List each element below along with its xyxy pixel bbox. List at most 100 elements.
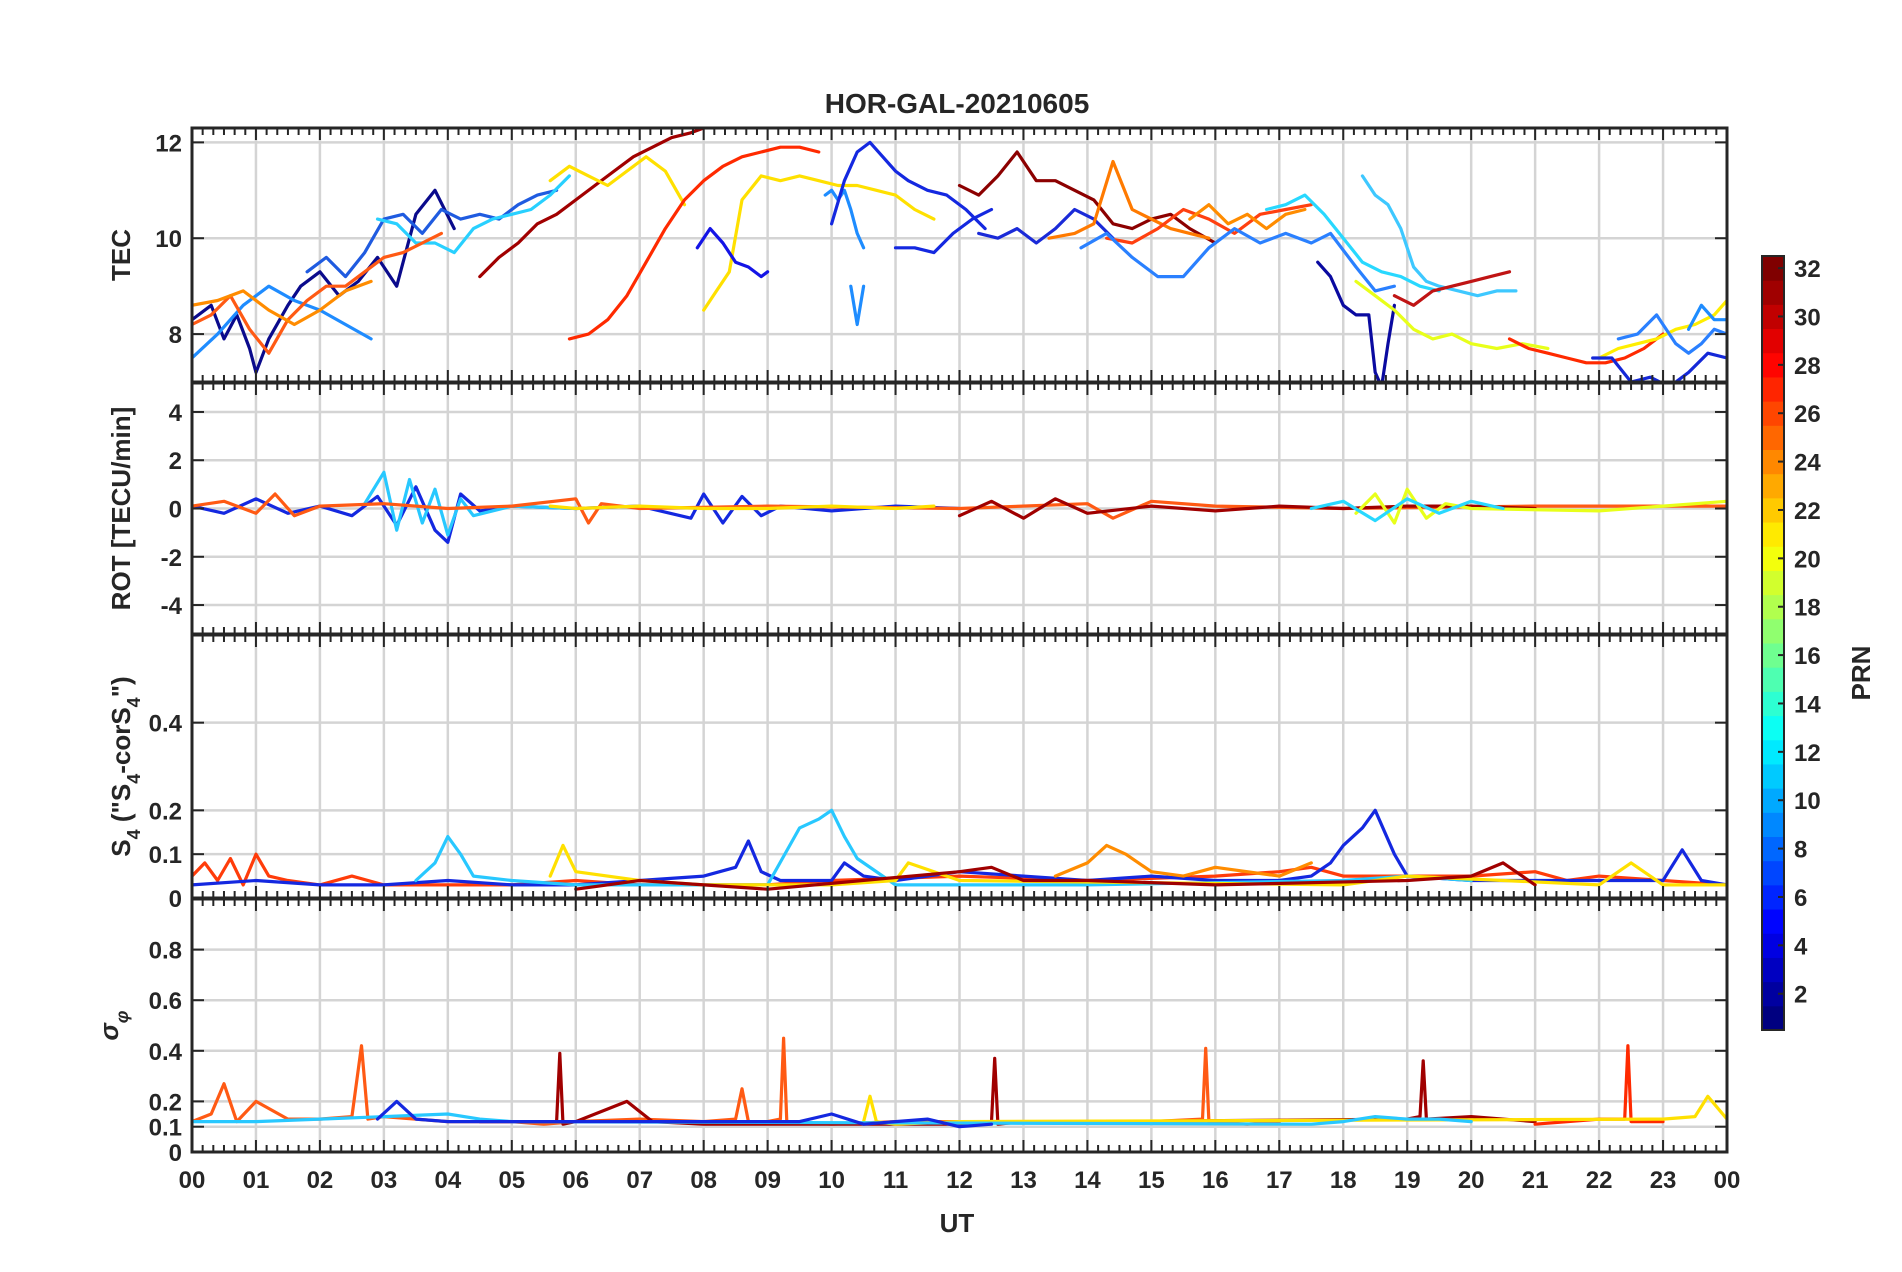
colorbar-swatch xyxy=(1762,957,1784,983)
series-line-tec-13 xyxy=(829,140,987,231)
grid-s4 xyxy=(190,635,1729,900)
axes-frame-sigma xyxy=(190,897,1729,1154)
x-tick-label: 21 xyxy=(1522,1167,1549,1194)
y-tick-label: 8 xyxy=(169,322,182,349)
panel-s4: 0 0.1 0.2 0.4S4 ("S4-corS4") xyxy=(106,633,1729,913)
x-tick-label: 22 xyxy=(1586,1167,1613,1194)
panel-sigma: 00.10.2 0.4 0.6 0.8 σφ xyxy=(94,897,1729,1167)
series-line-tec-10 xyxy=(695,227,770,279)
series-line-s4-2 xyxy=(414,808,1473,887)
x-tick-label: 07 xyxy=(626,1167,653,1194)
colorbar-swatch xyxy=(1762,763,1784,789)
colorbar-swatch xyxy=(1762,981,1784,1007)
y-axis-label-rot: ROT [TECU/min] xyxy=(106,407,136,611)
y-tick-label: 0.4 xyxy=(149,711,183,738)
colorbar-tick-label: 24 xyxy=(1794,450,1821,477)
series-line-tec-15 xyxy=(957,150,1217,245)
colorbar-tick-label: 22 xyxy=(1794,498,1821,525)
series-group-sigma xyxy=(192,1036,1727,1129)
grid-tec xyxy=(190,128,1729,382)
y-axis-label-s4: S4 ("S4-corS4") xyxy=(106,676,144,856)
series-line-tec-9 xyxy=(702,174,936,312)
series-line-sigma-5 xyxy=(375,1099,994,1129)
colorbar-swatch xyxy=(1762,667,1784,692)
x-tick-label: 11 xyxy=(883,1167,908,1194)
colorbar-swatch xyxy=(1762,449,1784,475)
colorbar-tick-label: 20 xyxy=(1794,546,1821,573)
colorbar-swatch xyxy=(1762,570,1784,596)
colorbar-swatch xyxy=(1762,546,1784,571)
y-axis-label-sigma: σφ xyxy=(94,1010,132,1040)
colorbar-swatch xyxy=(1762,715,1784,741)
colorbar-swatch xyxy=(1762,788,1784,813)
series-line-tec-25 xyxy=(1392,270,1512,307)
y-tick-label: 10 xyxy=(155,226,182,253)
x-tick-label: 20 xyxy=(1458,1167,1485,1194)
series-line-tec-28 xyxy=(1616,313,1727,355)
series-line-rot-2 xyxy=(192,492,1727,525)
series-line-tec-1 xyxy=(305,188,559,279)
x-tick-label: 02 xyxy=(307,1167,334,1194)
colorbar-swatch xyxy=(1762,401,1784,426)
panel-tec: 8 10 12 TEC xyxy=(106,126,1729,384)
x-tick-label: 13 xyxy=(1010,1167,1037,1194)
series-line-rot-6 xyxy=(1309,497,1505,523)
series-line-tec-17 xyxy=(1047,159,1211,240)
x-tick-label: 19 xyxy=(1394,1167,1421,1194)
y-tick-label: 0.2 xyxy=(149,1089,182,1116)
colorbar-swatch xyxy=(1762,860,1784,886)
series-line-tec-2 xyxy=(192,284,373,360)
colorbar-swatch xyxy=(1762,256,1784,281)
colorbar-tick-label: 16 xyxy=(1794,643,1821,670)
x-tick-label: 03 xyxy=(371,1167,398,1194)
series-line-tec-22 xyxy=(1360,174,1518,298)
colorbar-label: PRN xyxy=(1846,646,1876,701)
x-tick-label: 05 xyxy=(498,1167,525,1194)
x-tick-label: 08 xyxy=(690,1167,717,1194)
panel-rot: -4 -2 0 2 4 ROT [TECU/min] xyxy=(106,381,1729,636)
x-tick-label: 00 xyxy=(1714,1167,1741,1194)
y-tick-label: 0.2 xyxy=(149,798,182,825)
x-tick-label: 17 xyxy=(1266,1167,1293,1194)
series-line-tec-7 xyxy=(548,155,687,207)
colorbar-swatch xyxy=(1762,933,1784,958)
series-line-rot-1 xyxy=(363,470,578,537)
colorbar-swatch xyxy=(1762,376,1784,402)
series-line-tec-29 xyxy=(1591,351,1727,382)
series-line-tec-0 xyxy=(192,188,456,374)
x-tick-label: 18 xyxy=(1330,1167,1357,1194)
colorbar-swatch xyxy=(1762,812,1784,837)
y-tick-label: 0 xyxy=(169,497,182,524)
series-line-sigma-1 xyxy=(478,1051,1537,1126)
series-line-tec-8 xyxy=(567,145,821,341)
colorbar-tick-label: 18 xyxy=(1794,595,1821,622)
chart-title: HOR-GAL-20210605 xyxy=(825,88,1090,119)
colorbar-swatch xyxy=(1762,594,1784,620)
y-tick-label: 0.1 xyxy=(149,842,182,869)
colorbar-tick-label: 14 xyxy=(1794,691,1821,718)
series-line-tec-12 xyxy=(849,284,866,327)
series-line-rot-5 xyxy=(548,504,936,511)
series-line-s4-4 xyxy=(1053,843,1313,878)
x-tick-label: 16 xyxy=(1202,1167,1229,1194)
colorbar-swatch xyxy=(1762,473,1784,499)
series-line-tec-23 xyxy=(1316,260,1397,382)
colorbar-swatch xyxy=(1762,425,1784,450)
y-tick-label: 4 xyxy=(169,400,183,427)
colorbar-swatch xyxy=(1762,280,1784,305)
colorbar-swatch xyxy=(1762,522,1784,547)
x-tick-label: 01 xyxy=(243,1167,270,1194)
x-tick-label: 15 xyxy=(1138,1167,1165,1194)
series-line-tec-21 xyxy=(1264,193,1441,293)
series-line-tec-6 xyxy=(478,128,706,279)
y-tick-label: -4 xyxy=(161,593,183,620)
colorbar-tick-label: 8 xyxy=(1794,837,1807,864)
series-line-s4-3 xyxy=(548,843,1727,887)
colorbar-tick-label: 32 xyxy=(1794,256,1821,283)
colorbar-swatch xyxy=(1762,836,1784,862)
y-tick-label: 2 xyxy=(169,448,182,475)
y-axis-label-tec: TEC xyxy=(106,229,136,281)
